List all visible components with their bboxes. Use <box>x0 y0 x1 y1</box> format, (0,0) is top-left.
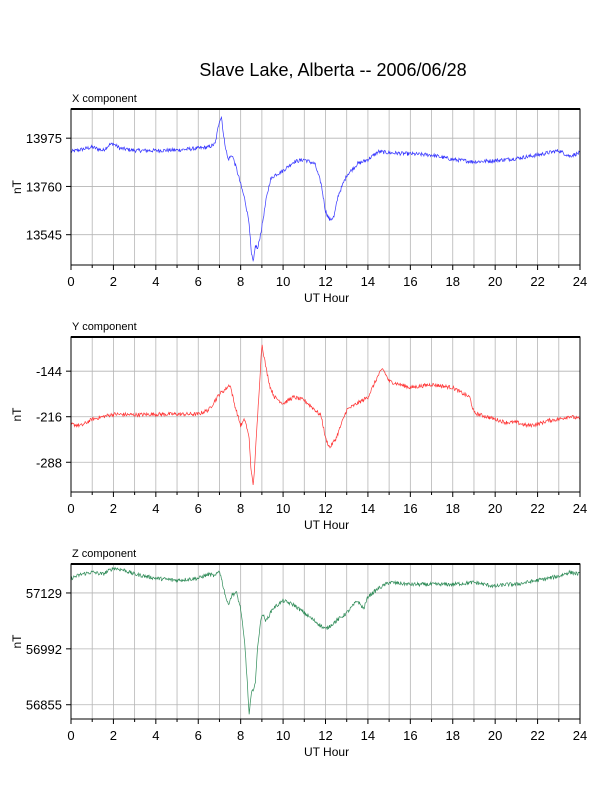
x-tick-label: 18 <box>446 274 460 289</box>
series-line <box>70 115 581 263</box>
x-tick-label: 22 <box>530 501 544 516</box>
y-tick-label: 56992 <box>26 642 62 657</box>
x-tick-label: 0 <box>67 274 74 289</box>
x-tick-label: 16 <box>403 501 417 516</box>
y-tick-label: -144 <box>36 364 62 379</box>
x-tick-label: 12 <box>318 728 332 743</box>
x-tick-label: 20 <box>488 728 502 743</box>
series-line <box>70 566 581 715</box>
y-axis-label: nT <box>10 407 24 422</box>
x-tick-label: 14 <box>361 501 375 516</box>
x-axis-label: UT Hour <box>304 291 349 305</box>
x-tick-label: 6 <box>195 274 202 289</box>
x-tick-label: 0 <box>67 728 74 743</box>
panel-title: Y component <box>72 321 137 333</box>
x-tick-label: 2 <box>110 274 117 289</box>
x-tick-label: 16 <box>403 728 417 743</box>
x-tick-label: 4 <box>152 501 159 516</box>
x-tick-label: 2 <box>110 501 117 516</box>
y-axis-label: nT <box>10 634 24 649</box>
x-tick-label: 24 <box>573 274 587 289</box>
y-tick-label: -216 <box>36 410 62 425</box>
x-tick-label: 14 <box>361 728 375 743</box>
x-tick-label: 18 <box>446 501 460 516</box>
x-tick-label: 10 <box>276 728 290 743</box>
x-axis-label: UT Hour <box>304 745 349 759</box>
chart-title: Slave Lake, Alberta -- 2006/06/28 <box>199 60 466 80</box>
x-tick-label: 24 <box>573 501 587 516</box>
x-tick-label: 6 <box>195 501 202 516</box>
x-tick-label: 16 <box>403 274 417 289</box>
x-tick-label: 14 <box>361 274 375 289</box>
x-tick-label: 22 <box>530 274 544 289</box>
x-tick-label: 2 <box>110 728 117 743</box>
x-tick-label: 20 <box>488 501 502 516</box>
y-tick-label: 13975 <box>26 131 62 146</box>
x-tick-label: 12 <box>318 501 332 516</box>
x-tick-label: 8 <box>237 728 244 743</box>
x-tick-label: 8 <box>237 274 244 289</box>
x-tick-label: 0 <box>67 501 74 516</box>
y-tick-label: 13760 <box>26 179 62 194</box>
series-line <box>70 344 581 485</box>
x-tick-label: 8 <box>237 501 244 516</box>
x-tick-label: 4 <box>152 728 159 743</box>
x-tick-label: 22 <box>530 728 544 743</box>
panel-title: Z component <box>72 548 136 560</box>
x-tick-label: 10 <box>276 274 290 289</box>
x-tick-label: 18 <box>446 728 460 743</box>
x-tick-label: 20 <box>488 274 502 289</box>
x-axis-label: UT Hour <box>304 518 349 532</box>
y-tick-label: 13545 <box>26 228 62 243</box>
x-tick-label: 6 <box>195 728 202 743</box>
x-tick-label: 12 <box>318 274 332 289</box>
y-tick-label: 57129 <box>26 586 62 601</box>
x-tick-label: 10 <box>276 501 290 516</box>
x-tick-label: 24 <box>573 728 587 743</box>
panel-title: X component <box>72 93 137 105</box>
y-axis-label: nT <box>10 179 24 194</box>
y-tick-label: 56855 <box>26 698 62 713</box>
y-tick-label: -288 <box>36 455 62 470</box>
x-tick-label: 4 <box>152 274 159 289</box>
